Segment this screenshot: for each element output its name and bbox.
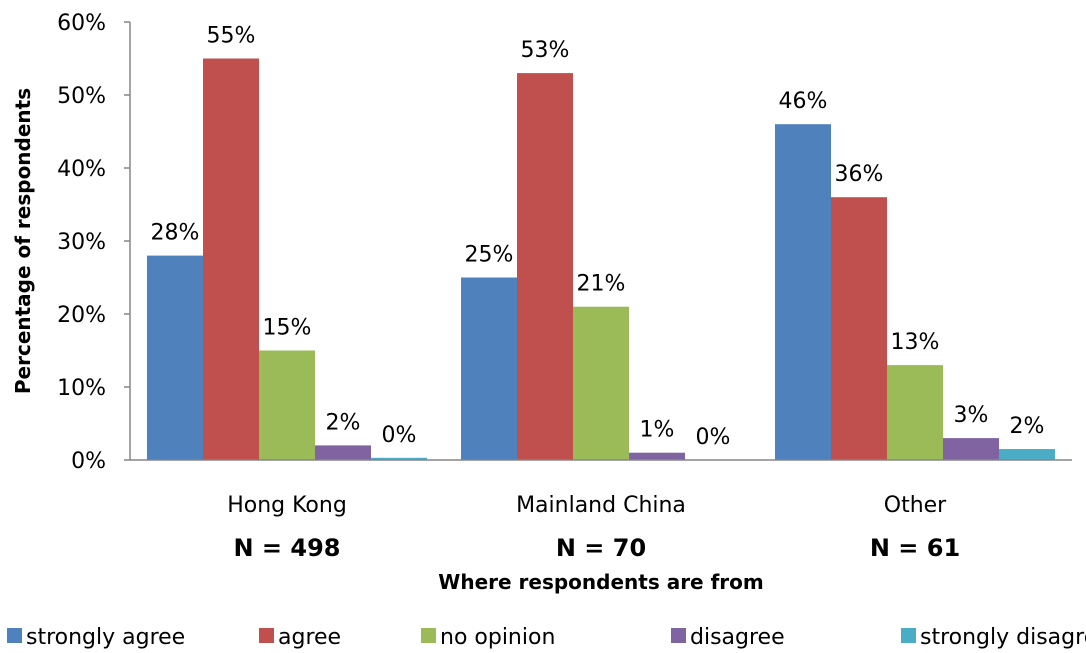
- x-category-count: N = 61: [870, 534, 960, 562]
- legend-label: agree: [278, 625, 341, 650]
- legend-label: no opinion: [440, 625, 555, 650]
- x-category-label: Hong Kong: [227, 493, 347, 518]
- data-label: 55%: [207, 24, 256, 49]
- x-category-count: N = 498: [233, 534, 340, 562]
- bar-no-opinion-hong-kong: [259, 350, 315, 460]
- x-axis-title: Where respondents are from: [438, 570, 763, 594]
- bar-disagree-mainland-china: [629, 452, 685, 460]
- data-label: 28%: [151, 221, 200, 246]
- data-label: 36%: [835, 162, 884, 187]
- data-label: 0%: [696, 425, 731, 450]
- legend-label: strongly agree: [26, 625, 185, 650]
- x-category-count: N = 70: [556, 534, 646, 562]
- bar-agree-other: [831, 197, 887, 460]
- data-label: 15%: [263, 316, 312, 341]
- bar-strongly-agree-other: [775, 124, 831, 460]
- data-label: 1%: [640, 418, 675, 443]
- legend-swatch: [421, 628, 436, 643]
- bars-layer: [147, 58, 1055, 460]
- data-label: 53%: [521, 38, 570, 63]
- bar-agree-mainland-china: [517, 73, 573, 460]
- data-label: 21%: [577, 272, 626, 297]
- y-tick-label: 40%: [57, 157, 106, 182]
- data-label: 46%: [779, 89, 828, 114]
- legend-swatch: [671, 628, 686, 643]
- y-tick-label: 20%: [57, 303, 106, 328]
- x-category-label: Other: [884, 493, 947, 518]
- y-tick-label: 60%: [57, 11, 106, 36]
- bar-disagree-hong-kong: [315, 445, 371, 460]
- y-tick-label: 0%: [71, 449, 106, 474]
- bar-strongly-disagree-other: [999, 449, 1055, 460]
- bar-no-opinion-mainland-china: [573, 306, 629, 460]
- data-label: 13%: [891, 330, 940, 355]
- y-ticks-layer: 0% 10% 20% 30% 40% 50% 60%: [57, 11, 130, 474]
- x-category-label: Mainland China: [516, 493, 686, 518]
- bar-strongly-agree-hong-kong: [147, 255, 203, 460]
- x-categories-layer: Hong Kong N = 498 Mainland China N = 70 Othe…: [227, 493, 960, 562]
- bar-agree-hong-kong: [203, 58, 259, 460]
- y-tick-label: 30%: [57, 230, 106, 255]
- data-label: 25%: [465, 243, 514, 268]
- data-label: 0%: [382, 423, 417, 448]
- legend: strongly agree agree no opinion disagree str…: [7, 625, 1086, 650]
- data-label: 2%: [1010, 414, 1045, 439]
- bar-no-opinion-other: [887, 365, 943, 460]
- legend-swatch: [259, 628, 274, 643]
- legend-swatch: [7, 628, 22, 643]
- data-label: 3%: [954, 403, 989, 428]
- bar-disagree-other: [943, 438, 999, 460]
- legend-label: strongly disagree: [920, 625, 1086, 650]
- y-tick-label: 50%: [57, 84, 106, 109]
- legend-swatch: [901, 628, 916, 643]
- y-tick-label: 10%: [57, 376, 106, 401]
- legend-label: disagree: [690, 625, 785, 650]
- data-labels-layer: 28% 55% 15% 2% 0% 25% 53% 21% 1% 0% 46% 36% 13% 3% 2%: [151, 24, 1045, 451]
- data-label: 2%: [326, 410, 361, 435]
- bar-strongly-disagree-hong-kong: [371, 457, 427, 460]
- bar-strongly-agree-mainland-china: [461, 277, 517, 460]
- y-axis-title: Percentage of respondents: [11, 88, 35, 394]
